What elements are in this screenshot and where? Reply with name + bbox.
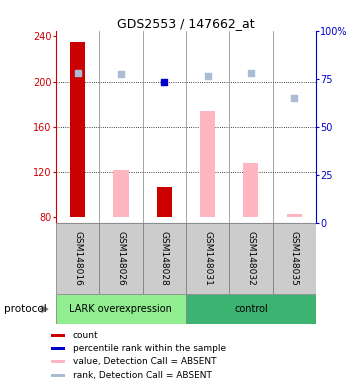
Point [118, 71, 124, 77]
Bar [51, 334, 65, 337]
Bar [229, 223, 273, 294]
Bar [186, 223, 229, 294]
Text: GSM148028: GSM148028 [160, 231, 169, 286]
Bar [51, 347, 65, 350]
Bar [56, 223, 99, 294]
Text: control: control [234, 304, 268, 314]
Text: GSM148031: GSM148031 [203, 231, 212, 286]
Bar [51, 360, 65, 363]
Bar [243, 163, 258, 217]
Point [75, 70, 81, 76]
Title: GDS2553 / 147662_at: GDS2553 / 147662_at [117, 17, 255, 30]
Bar [70, 42, 85, 217]
Bar [186, 294, 316, 324]
Text: value, Detection Call = ABSENT: value, Detection Call = ABSENT [73, 357, 216, 366]
Bar [56, 294, 186, 324]
Bar [51, 374, 65, 377]
Bar [287, 214, 302, 217]
Text: GSM148032: GSM148032 [247, 231, 255, 286]
Text: protocol: protocol [4, 304, 46, 314]
Bar [113, 170, 129, 217]
Text: rank, Detection Call = ABSENT: rank, Detection Call = ABSENT [73, 371, 212, 380]
Point [161, 78, 167, 84]
Point [291, 95, 297, 101]
Text: count: count [73, 331, 98, 340]
Bar [143, 223, 186, 294]
Point [248, 70, 254, 76]
Text: GSM148035: GSM148035 [290, 231, 299, 286]
Point [205, 73, 210, 79]
Bar [200, 111, 215, 217]
Bar [273, 223, 316, 294]
Bar [99, 223, 143, 294]
Bar [157, 187, 172, 217]
Text: percentile rank within the sample: percentile rank within the sample [73, 344, 226, 353]
Text: LARK overexpression: LARK overexpression [70, 304, 172, 314]
Text: GSM148016: GSM148016 [73, 231, 82, 286]
Text: GSM148026: GSM148026 [117, 231, 125, 286]
